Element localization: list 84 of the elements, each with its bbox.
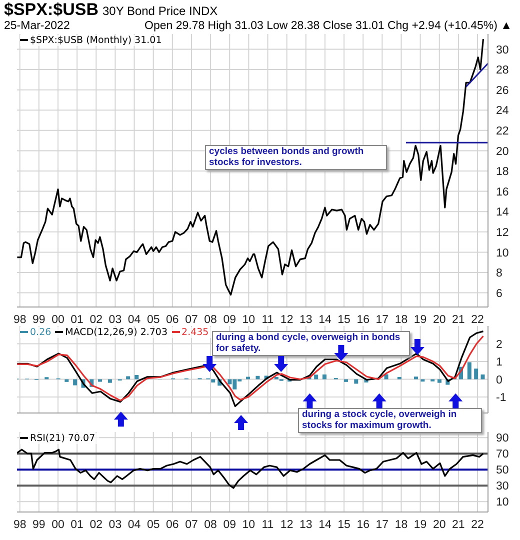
callout-box: during a bond cycle, overweigh in bonds for safety. (212, 331, 410, 356)
x-tick-label: 98 (13, 314, 26, 326)
x-tick-label: 09 (223, 519, 236, 532)
y-tick-label: 24 (496, 105, 510, 118)
y-tick-label: 26 (496, 84, 509, 97)
x-tick-label: 11 (262, 519, 274, 532)
x-tick-label: 02 (90, 519, 103, 532)
y-tick-label: 22 (496, 125, 509, 138)
x-tick-label: 22 (471, 314, 484, 326)
x-tick-label: 13 (299, 314, 312, 326)
x-tick-label: 15 (338, 314, 350, 326)
x-tick-label: 01 (70, 314, 84, 326)
x-tick-label: 12 (280, 314, 294, 326)
chart-subtitle: 30Y Bond Price INDX (102, 4, 218, 18)
x-tick-label: 19 (414, 314, 427, 326)
x-tick-label: 05 (146, 519, 160, 532)
y-tick-label: 2 (496, 338, 502, 351)
legend-label: 2.435 (182, 327, 209, 338)
x-tick-label: 07 (185, 519, 198, 532)
x-tick-label: 06 (166, 314, 179, 326)
y-tick-label: 28 (496, 64, 509, 77)
y-tick-label: 1 (496, 356, 502, 369)
x-tick-label: 04 (128, 519, 142, 532)
callout-box: cycles between bonds and growth stocks for investors. (205, 145, 387, 170)
x-tick-label: 20 (432, 314, 446, 326)
y-tick-label: -1 (496, 392, 506, 404)
y-tick-label: 6 (496, 288, 502, 300)
x-tick-label: 00 (52, 314, 64, 326)
x-tick-label: 98 (13, 519, 26, 532)
x-tick-label: 14 (318, 519, 332, 532)
x-tick-label: 09 (223, 314, 236, 326)
x-tick-label: 08 (204, 519, 217, 532)
x-tick-label: 18 (394, 519, 408, 532)
x-tick-label: 20 (432, 519, 446, 532)
x-tick-label: 16 (356, 314, 370, 326)
x-tick-label: 13 (299, 519, 312, 532)
x-tick-label: 16 (356, 519, 370, 532)
y-tick-label: 10 (496, 247, 509, 260)
legend-label: $SPX:$USB (Monthly) 31.01 (30, 35, 162, 46)
x-tick-label: 21 (452, 519, 465, 532)
x-tick-label: 14 (318, 314, 332, 326)
y-tick-label: 30 (496, 44, 509, 56)
x-tick-label: 10 (242, 519, 256, 532)
x-tick-label: 02 (90, 314, 103, 326)
x-tick-label: 21 (452, 314, 465, 326)
x-tick-label: 19 (414, 519, 427, 532)
y-tick-label: 70 (496, 448, 509, 461)
y-tick-label: 10 (496, 496, 509, 509)
y-tick-label: 90 (496, 432, 509, 445)
x-tick-label: 03 (108, 519, 122, 532)
x-tick-label: 01 (70, 519, 84, 532)
x-tick-label: 17 (376, 519, 389, 532)
x-tick-label: 06 (166, 519, 179, 532)
callout-box: during a stock cycle, overweigh in stocks for maximum growth. (298, 408, 482, 433)
x-tick-label: 18 (394, 314, 408, 326)
x-tick-label: 07 (185, 314, 198, 326)
y-tick-label: 8 (496, 268, 502, 280)
y-tick-label: 16 (496, 186, 509, 198)
y-tick-label: 50 (496, 464, 509, 477)
legend-label: MACD(12,26,9) 2.703 (65, 327, 168, 338)
x-tick-label: 99 (32, 519, 46, 532)
y-tick-label: 30 (496, 480, 509, 493)
chart-title: $SPX:$USB (4, 0, 98, 19)
y-tick-label: 0 (496, 374, 502, 386)
x-tick-label: 00 (52, 519, 64, 532)
y-tick-label: 18 (496, 166, 509, 178)
y-tick-label: 14 (496, 206, 510, 219)
x-tick-label: 12 (280, 519, 294, 532)
x-tick-label: 22 (471, 519, 484, 532)
x-tick-label: 17 (376, 314, 389, 326)
x-tick-label: 10 (242, 314, 256, 326)
x-tick-label: 08 (204, 314, 217, 326)
y-tick-label: 12 (496, 226, 509, 239)
x-tick-label: 03 (108, 314, 122, 326)
legend-label: 0.26 (30, 327, 52, 338)
x-tick-label: 04 (128, 314, 142, 326)
y-tick-label: 20 (496, 146, 509, 158)
x-tick-label: 11 (262, 314, 274, 326)
x-tick-label: 15 (338, 519, 350, 532)
legend-label: RSI(21) 70.07 (30, 433, 96, 444)
text: 25-Mar-2022 (4, 20, 70, 32)
text: Open 29.78 High 31.03 Low 28.38 Close 31.01 Chg +2.94 (+10.45%) ▲ (144, 20, 512, 32)
x-tick-label: 05 (146, 314, 160, 326)
x-tick-label: 99 (32, 314, 46, 326)
